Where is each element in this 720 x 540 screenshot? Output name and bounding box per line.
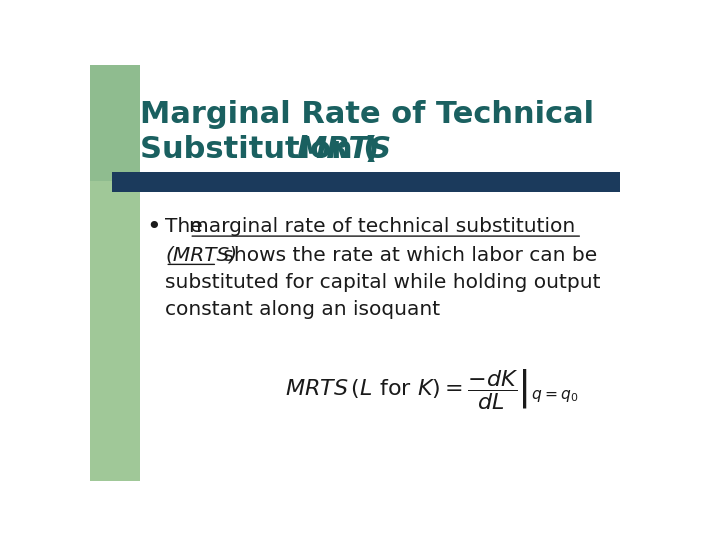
FancyBboxPatch shape [90, 65, 140, 181]
Text: •: • [145, 215, 161, 239]
FancyBboxPatch shape [90, 181, 140, 481]
Text: The: The [166, 218, 210, 237]
Text: shows the rate at which labor can be: shows the rate at which labor can be [217, 246, 598, 265]
Text: Substitution (: Substitution ( [140, 135, 377, 164]
Text: substituted for capital while holding output: substituted for capital while holding ou… [166, 273, 600, 292]
Text: Marginal Rate of Technical: Marginal Rate of Technical [140, 100, 594, 129]
Text: (MRTS): (MRTS) [166, 246, 238, 265]
Text: MRTS: MRTS [297, 135, 392, 164]
FancyBboxPatch shape [112, 172, 620, 192]
Text: ): ) [364, 135, 379, 164]
Text: constant along an isoquant: constant along an isoquant [166, 300, 441, 319]
Text: $\mathit{MRTS}\,(\mathit{L}\ \mathrm{for}\ \mathit{K}) = \left.\dfrac{-d\mathit{: $\mathit{MRTS}\,(\mathit{L}\ \mathrm{for… [285, 367, 579, 411]
Text: marginal rate of technical substitution: marginal rate of technical substitution [189, 218, 575, 237]
